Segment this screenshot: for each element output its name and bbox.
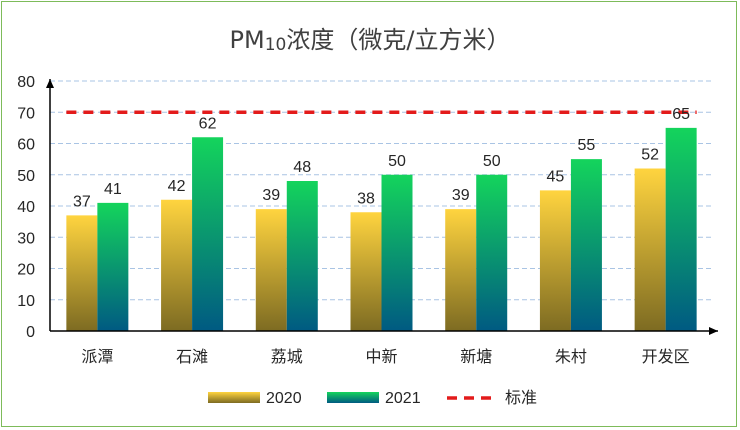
x-category-label: 石滩	[176, 347, 208, 366]
data-label: 52	[641, 147, 659, 164]
data-label: 45	[547, 168, 565, 185]
bar-2020	[445, 209, 477, 331]
data-label: 55	[578, 137, 596, 154]
legend-label-2020: 2020	[266, 390, 302, 407]
y-tick-label: 80	[17, 74, 35, 91]
y-tick-label: 70	[17, 105, 35, 122]
data-label: 37	[73, 193, 91, 210]
bar-2020	[634, 168, 666, 331]
data-label: 39	[262, 187, 280, 204]
legend-label-2021: 2021	[385, 390, 421, 407]
x-category-label: 派潭	[81, 347, 113, 366]
legend-swatch-2020	[208, 392, 260, 403]
bar-2020	[161, 199, 193, 331]
y-tick-label: 40	[17, 199, 35, 216]
bar-2021	[665, 127, 697, 331]
axes	[46, 79, 718, 335]
bar-2021	[570, 159, 602, 331]
bar-2021	[381, 174, 413, 331]
data-label: 50	[483, 153, 501, 170]
data-label: 50	[388, 153, 406, 170]
chart-title: PM10浓度（微克/立方米）	[230, 26, 511, 55]
data-label: 62	[199, 115, 217, 132]
legend-swatch-2021	[327, 392, 379, 403]
data-label: 41	[104, 181, 122, 198]
y-tick-label: 60	[17, 137, 35, 154]
chart-title-prefix: PM	[230, 26, 265, 54]
y-tick-label: 0	[26, 324, 35, 341]
x-axis-categories: 派潭 石滩 荔城 中新 新塘 朱村 开发区	[81, 347, 689, 366]
x-category-label: 开发区	[642, 347, 690, 366]
bar-2020	[255, 209, 287, 331]
bar-2021	[192, 137, 224, 331]
y-tick-label: 20	[17, 262, 35, 279]
y-tick-label: 10	[17, 293, 35, 310]
bar-2020	[66, 215, 98, 331]
y-axis-ticks: 0 10 20 30 40 50 60 70 80	[17, 74, 35, 341]
data-label: 65	[672, 106, 690, 123]
legend: 2020 2021 标准	[208, 389, 537, 407]
data-label: 39	[452, 187, 470, 204]
data-label: 38	[357, 190, 375, 207]
data-label: 48	[293, 159, 311, 176]
chart-title-subscript: 10	[265, 35, 287, 55]
bar-2021	[286, 181, 318, 331]
y-tick-label: 50	[17, 168, 35, 185]
data-label: 42	[168, 178, 186, 195]
data-labels: 37 41 42 62 39 48 38 50 39 50 45 55 52 65	[73, 106, 690, 211]
chart-title-suffix: 浓度（微克/立方米）	[286, 26, 510, 54]
bar-2021	[476, 174, 508, 331]
x-category-label: 中新	[365, 347, 397, 366]
bar-2021	[97, 202, 129, 331]
y-tick-label: 30	[17, 230, 35, 247]
x-category-label: 朱村	[555, 347, 587, 366]
bar-2020	[350, 212, 382, 331]
x-category-label: 新塘	[460, 347, 492, 366]
bar-2020	[539, 190, 571, 331]
x-category-label: 荔城	[271, 347, 303, 366]
bars	[66, 127, 697, 331]
legend-label-standard: 标准	[505, 389, 537, 407]
